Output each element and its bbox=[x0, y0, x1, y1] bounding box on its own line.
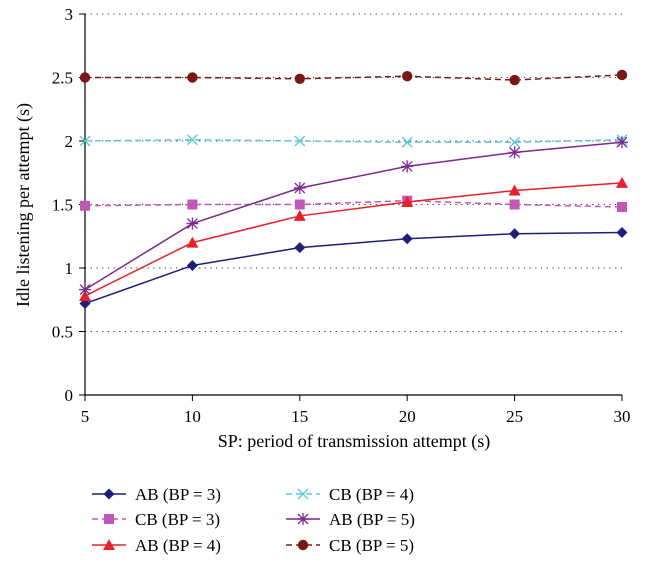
series-line bbox=[84, 141, 623, 291]
data-point bbox=[509, 74, 520, 86]
y-tick-label: 3 bbox=[65, 5, 74, 24]
y-tick-label: 1.5 bbox=[52, 196, 73, 215]
legend-marker bbox=[297, 539, 309, 551]
legend-item: AB (BP = 5) bbox=[286, 510, 415, 529]
legend-label: AB (BP = 5) bbox=[329, 510, 415, 529]
y-tick-label: 0.5 bbox=[52, 323, 73, 342]
data-point bbox=[79, 135, 91, 147]
data-point bbox=[508, 184, 521, 196]
data-point bbox=[402, 71, 413, 82]
legend-label: CB (BP = 3) bbox=[135, 510, 220, 529]
legend-label: CB (BP = 5) bbox=[329, 536, 414, 555]
x-tick-label: 30 bbox=[614, 407, 631, 426]
legend-marker bbox=[297, 513, 309, 525]
x-tick-label: 10 bbox=[184, 407, 201, 426]
data-point bbox=[509, 136, 521, 148]
data-point bbox=[80, 200, 90, 211]
data-point bbox=[401, 160, 414, 173]
legend-item: CB (BP = 3) bbox=[92, 510, 220, 529]
y-tick-label: 2.5 bbox=[52, 69, 73, 88]
data-point bbox=[616, 226, 628, 238]
data-point bbox=[187, 199, 198, 210]
legend-label: AB (BP = 4) bbox=[135, 536, 221, 555]
data-point bbox=[79, 283, 91, 296]
data-point bbox=[294, 135, 306, 147]
data-point bbox=[294, 73, 305, 84]
data-point bbox=[293, 181, 306, 194]
legend-item: CB (BP = 5) bbox=[286, 536, 414, 555]
data-point bbox=[294, 242, 306, 254]
data-point bbox=[79, 72, 91, 83]
y-tick-label: 1 bbox=[65, 259, 74, 278]
series-5 bbox=[79, 136, 628, 296]
legend-marker bbox=[104, 514, 114, 524]
legend-marker bbox=[297, 488, 309, 500]
y-tick-label: 2 bbox=[65, 132, 74, 151]
data-point bbox=[616, 69, 628, 81]
data-point bbox=[186, 217, 199, 230]
legend-item: CB (BP = 4) bbox=[286, 485, 414, 504]
data-point bbox=[186, 259, 198, 271]
series-group bbox=[79, 69, 628, 310]
legend-item: AB (BP = 4) bbox=[92, 536, 221, 555]
series-line bbox=[84, 182, 623, 297]
data-point bbox=[294, 199, 305, 210]
x-tick-label: 25 bbox=[506, 407, 523, 426]
data-point bbox=[401, 195, 414, 207]
legend-marker bbox=[103, 539, 115, 550]
data-point bbox=[616, 136, 628, 149]
legend-label: CB (BP = 4) bbox=[329, 485, 414, 504]
y-axis-title: Idle listening per attempt (s) bbox=[13, 103, 34, 307]
legend-label: AB (BP = 3) bbox=[135, 485, 221, 504]
y-tick-label: 0 bbox=[65, 386, 74, 405]
axes bbox=[79, 13, 623, 401]
series-line bbox=[84, 199, 623, 208]
legend: AB (BP = 3) CB (BP = 3) AB (BP = 4) CB (BP … bbox=[92, 485, 415, 555]
data-point bbox=[401, 136, 413, 148]
data-point bbox=[401, 233, 413, 245]
x-axis-title: SP: period of transmission attempt (s) bbox=[218, 431, 490, 452]
data-point bbox=[186, 236, 199, 248]
data-point bbox=[617, 202, 627, 213]
series-1 bbox=[79, 226, 628, 310]
series-3 bbox=[79, 176, 628, 301]
x-tick-label: 15 bbox=[291, 407, 308, 426]
grid-lines bbox=[85, 13, 622, 332]
x-tick-label: 5 bbox=[81, 407, 90, 426]
series-6 bbox=[79, 69, 628, 86]
tick-labels: 0 0.5 1 1.5 2 2.5 3 5 10 15 20 25 30 bbox=[52, 5, 631, 426]
legend-marker bbox=[103, 488, 115, 500]
data-point bbox=[508, 146, 521, 159]
series-line bbox=[84, 231, 623, 305]
data-point bbox=[187, 72, 198, 83]
data-point bbox=[293, 209, 306, 221]
data-point bbox=[509, 199, 520, 210]
x-tick-label: 20 bbox=[399, 407, 416, 426]
legend-item: AB (BP = 3) bbox=[92, 485, 221, 504]
data-point bbox=[616, 176, 628, 188]
data-point bbox=[509, 228, 521, 240]
data-point bbox=[186, 134, 198, 146]
